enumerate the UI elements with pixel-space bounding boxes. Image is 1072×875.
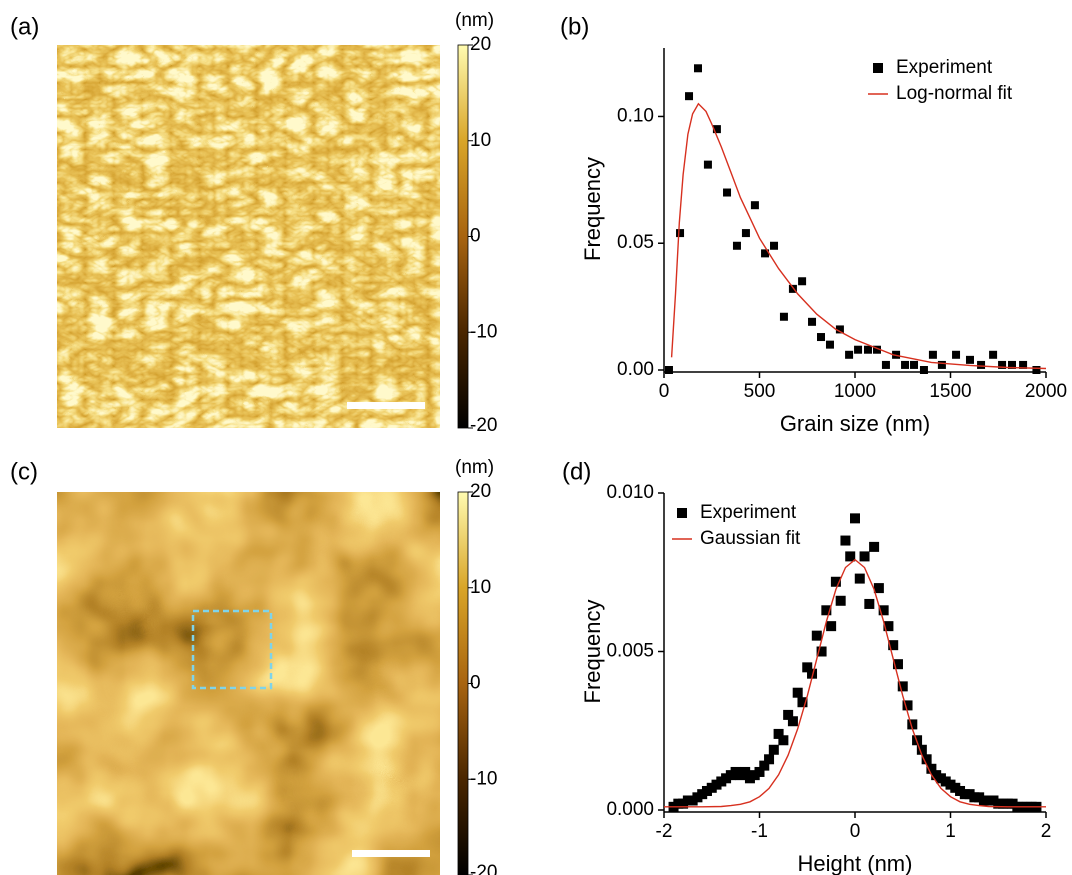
x-tick-label: 0 (659, 381, 670, 402)
legend-label: Gaussian fit (700, 528, 801, 549)
x-tick-label: 2 (1041, 821, 1052, 842)
data-point (869, 542, 879, 552)
data-point (676, 229, 684, 237)
data-point (860, 551, 870, 561)
data-point (723, 189, 731, 197)
data-point (793, 688, 803, 698)
colorbar-tick-label: -10 (470, 321, 497, 342)
y-tick-label: 0.00 (617, 359, 654, 380)
x-axis-title: Grain size (nm) (780, 411, 930, 436)
data-point (840, 536, 850, 546)
x-tick-label: 500 (744, 381, 776, 402)
data-point (733, 242, 741, 250)
x-tick-label: 1 (945, 821, 956, 842)
afm-image (57, 492, 440, 875)
data-point (778, 735, 788, 745)
data-point (808, 318, 816, 326)
y-tick-label: 0.000 (606, 799, 654, 820)
data-point (952, 351, 960, 359)
y-axis-title: Frequency (580, 157, 605, 261)
legend-label: Log-normal fit (896, 83, 1013, 104)
colorbar-tick-label: 0 (470, 226, 481, 247)
fit-line (664, 560, 1046, 807)
data-point (685, 92, 693, 100)
data-point (854, 346, 862, 354)
data-point (966, 356, 974, 364)
colorbar-tick-label: 10 (470, 130, 491, 151)
data-point (845, 351, 853, 359)
colorbar-tick-label: 0 (470, 673, 481, 694)
x-tick-label: -2 (656, 821, 673, 842)
data-point (977, 361, 985, 369)
colorbar-tick-label: 10 (470, 577, 491, 598)
y-tick-label: 0.05 (617, 232, 654, 253)
data-point (864, 346, 872, 354)
legend-swatch (873, 63, 883, 73)
colorbar (458, 45, 468, 428)
x-tick-label: 2000 (1025, 381, 1067, 402)
data-point (817, 333, 825, 341)
data-point (850, 513, 860, 523)
colorbar-tick-label: -20 (470, 415, 497, 436)
data-point (826, 341, 834, 349)
data-point (920, 366, 928, 374)
data-point (938, 361, 946, 369)
x-tick-label: 0 (850, 821, 861, 842)
data-point (882, 361, 890, 369)
x-tick-label: 1000 (834, 381, 876, 402)
data-point (770, 242, 778, 250)
x-axis-title: Height (nm) (798, 851, 913, 875)
afm-image (57, 45, 440, 428)
colorbar-label: (nm) (455, 457, 494, 478)
legend-label: Experiment (700, 502, 797, 523)
panel-label: (d) (562, 458, 591, 485)
data-point (929, 351, 937, 359)
fit-line (672, 104, 1046, 369)
data-point (704, 161, 712, 169)
data-point (1032, 366, 1040, 374)
data-point (742, 229, 750, 237)
data-point (901, 361, 909, 369)
legend-label: Experiment (896, 57, 993, 78)
scale-bar (352, 850, 430, 857)
colorbar (458, 492, 468, 875)
colorbar-tick-label: 20 (470, 34, 491, 55)
colorbar-tick-label: 20 (470, 481, 491, 502)
data-point (812, 631, 822, 641)
data-point (751, 201, 759, 209)
panel-label: (a) (10, 13, 39, 40)
data-point (826, 621, 836, 631)
panel-label: (b) (560, 13, 589, 40)
data-point (836, 596, 846, 606)
y-tick-label: 0.10 (617, 105, 654, 126)
data-point (769, 745, 779, 755)
data-point (780, 313, 788, 321)
x-tick-label: 1500 (929, 381, 971, 402)
figure: 20100-10-20(nm)(a)05001000150020000.000.… (0, 0, 1072, 875)
y-axis-title: Frequency (580, 600, 605, 704)
data-point (864, 599, 874, 609)
y-tick-label: 0.005 (606, 641, 654, 662)
colorbar-label: (nm) (455, 10, 494, 31)
colorbar-tick-label: -10 (470, 768, 497, 789)
data-point (788, 716, 798, 726)
scale-bar (347, 402, 425, 409)
data-point (989, 351, 997, 359)
panel-label: (c) (10, 458, 38, 485)
data-point (694, 64, 702, 72)
data-point (665, 366, 673, 374)
y-tick-label: 0.010 (606, 482, 654, 503)
data-point (764, 754, 774, 764)
legend-swatch (677, 508, 687, 518)
x-tick-label: -1 (751, 821, 768, 842)
data-point (798, 277, 806, 285)
data-point (855, 574, 865, 584)
colorbar-tick-label: -20 (470, 862, 497, 875)
data-point (910, 361, 918, 369)
